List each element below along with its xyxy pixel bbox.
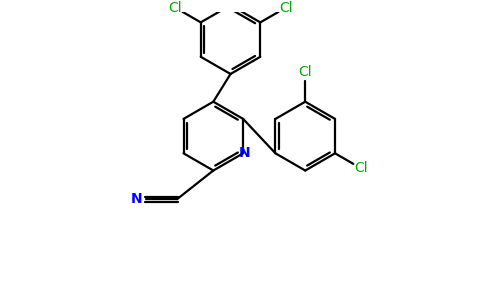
Text: Cl: Cl — [279, 1, 293, 15]
Text: Cl: Cl — [299, 65, 312, 79]
Text: Cl: Cl — [354, 161, 367, 175]
Text: N: N — [131, 192, 143, 206]
Text: Cl: Cl — [168, 1, 182, 15]
Text: N: N — [239, 146, 251, 160]
